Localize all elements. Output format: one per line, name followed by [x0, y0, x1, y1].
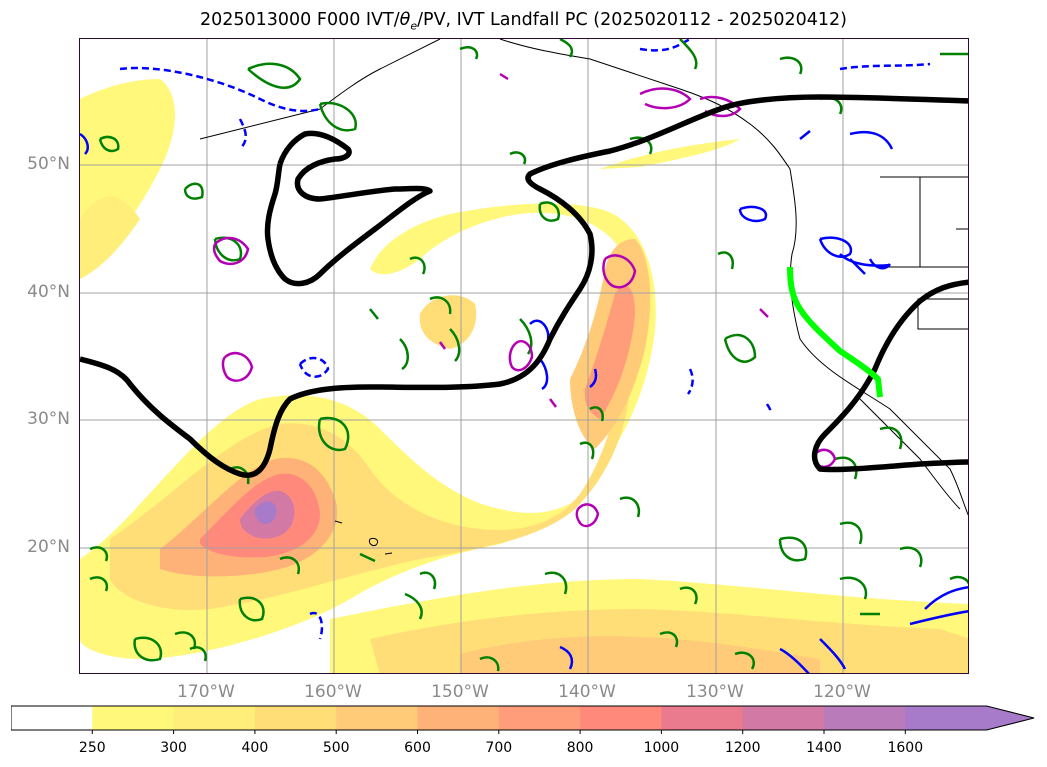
colorbar-segment [905, 706, 988, 730]
ivt-region-north-coast [600, 139, 740, 169]
colorbar-segment [173, 706, 256, 730]
map-panel [79, 38, 969, 674]
lon-label-160w: 160°W [304, 682, 362, 702]
graticule [80, 39, 968, 673]
coastlines [199, 39, 968, 555]
lat-label-50n: 50°N [27, 154, 70, 174]
colorbar-segment [661, 706, 744, 730]
ivt-landfall-line [787, 266, 883, 398]
colorbar-tick-label: 250 [78, 740, 106, 756]
lon-label-150w: 150°W [431, 682, 489, 702]
lon-label-130w: 130°W [686, 682, 744, 702]
colorbar-tick-label: 500 [322, 740, 350, 756]
colorbar-tick-label: 400 [241, 740, 269, 756]
colorbar-segment [336, 706, 418, 730]
ivt-region-core-4 [254, 501, 277, 525]
lon-label-140w: 140°W [558, 682, 616, 702]
map-canvas [80, 39, 968, 673]
lon-label-170w: 170°W [177, 682, 235, 702]
colorbar-tick-label: 1400 [806, 740, 842, 756]
magenta-contours [212, 72, 837, 528]
chart-title: 2025013000 F000 IVT/θe/PV, IVT Landfall … [199, 10, 848, 33]
colorbar-segment [254, 706, 337, 730]
lon-label-120w: 120°W [813, 682, 871, 702]
colorbar-tick-label: 700 [485, 740, 513, 756]
colorbar-segment [742, 706, 825, 730]
ivt-region-south-core [460, 636, 820, 673]
colorbar-extend-arrow [986, 706, 1034, 730]
lat-label-40n: 40°N [27, 282, 70, 302]
lat-label-30n: 30°N [27, 409, 70, 429]
blue-dashed-contours [119, 39, 931, 640]
green-pv-contours [89, 39, 968, 672]
ivt-colorbar [11, 705, 1035, 734]
ivt-fill-layer [80, 79, 968, 673]
ivt-region-center [419, 295, 477, 349]
black-pc-contours [80, 94, 968, 478]
colorbar-tick-label: 1200 [724, 740, 761, 756]
colorbar-segment [417, 706, 500, 730]
colorbar-tick-label: 600 [404, 740, 431, 756]
ivt-region-branch-inner [584, 285, 635, 419]
colorbar-tick-label: 300 [160, 740, 187, 756]
colorbar-outline [11, 705, 1035, 731]
lat-label-20n: 20°N [27, 537, 70, 557]
colorbar-tick-label: 1600 [887, 740, 924, 756]
colorbar-tick-label: 1000 [643, 740, 680, 756]
colorbar-tick-label: 800 [566, 740, 594, 756]
colorbar-segment [11, 706, 93, 730]
colorbar-segment [824, 706, 906, 730]
blue-solid-contours [80, 130, 968, 673]
colorbar-segment [580, 706, 662, 730]
ivt-region-nw-inner [80, 196, 140, 279]
colorbar-segment [92, 706, 175, 730]
colorbar-segment [498, 706, 581, 730]
